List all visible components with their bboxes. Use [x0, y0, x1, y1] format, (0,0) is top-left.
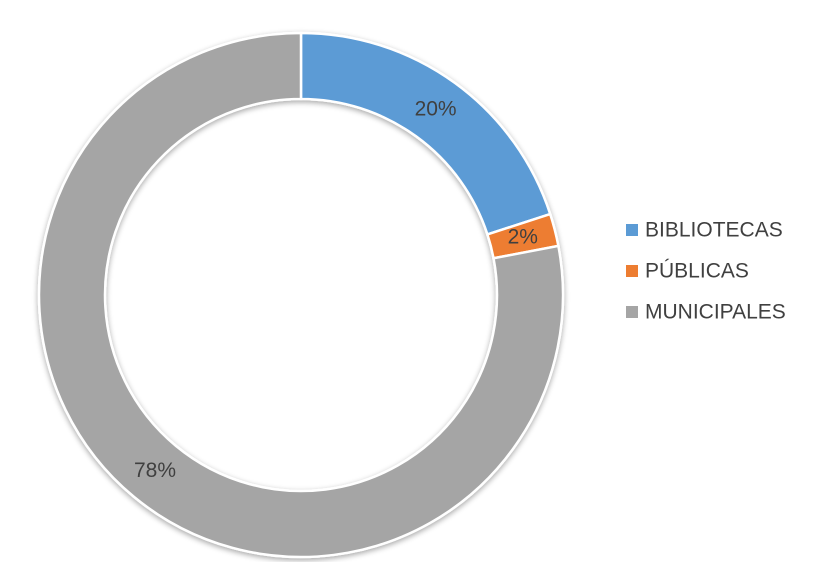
legend-label: PÚBLICAS — [645, 260, 749, 283]
legend-label: MUNICIPALES — [645, 301, 786, 324]
slice — [37, 31, 565, 559]
legend-swatch — [626, 265, 638, 277]
data-label: 78% — [134, 459, 176, 482]
legend-label: BIBLIOTECAS — [645, 219, 783, 242]
data-label: 2% — [508, 226, 538, 249]
legend: BIBLIOTECAS PÚBLICAS MUNICIPALES — [626, 219, 786, 324]
legend-swatch — [626, 306, 638, 318]
donut — [37, 31, 565, 559]
slice — [299, 31, 552, 237]
labels: 20% 2% 78% — [134, 97, 538, 482]
legend-swatch — [626, 224, 638, 236]
data-label: 20% — [415, 97, 457, 120]
